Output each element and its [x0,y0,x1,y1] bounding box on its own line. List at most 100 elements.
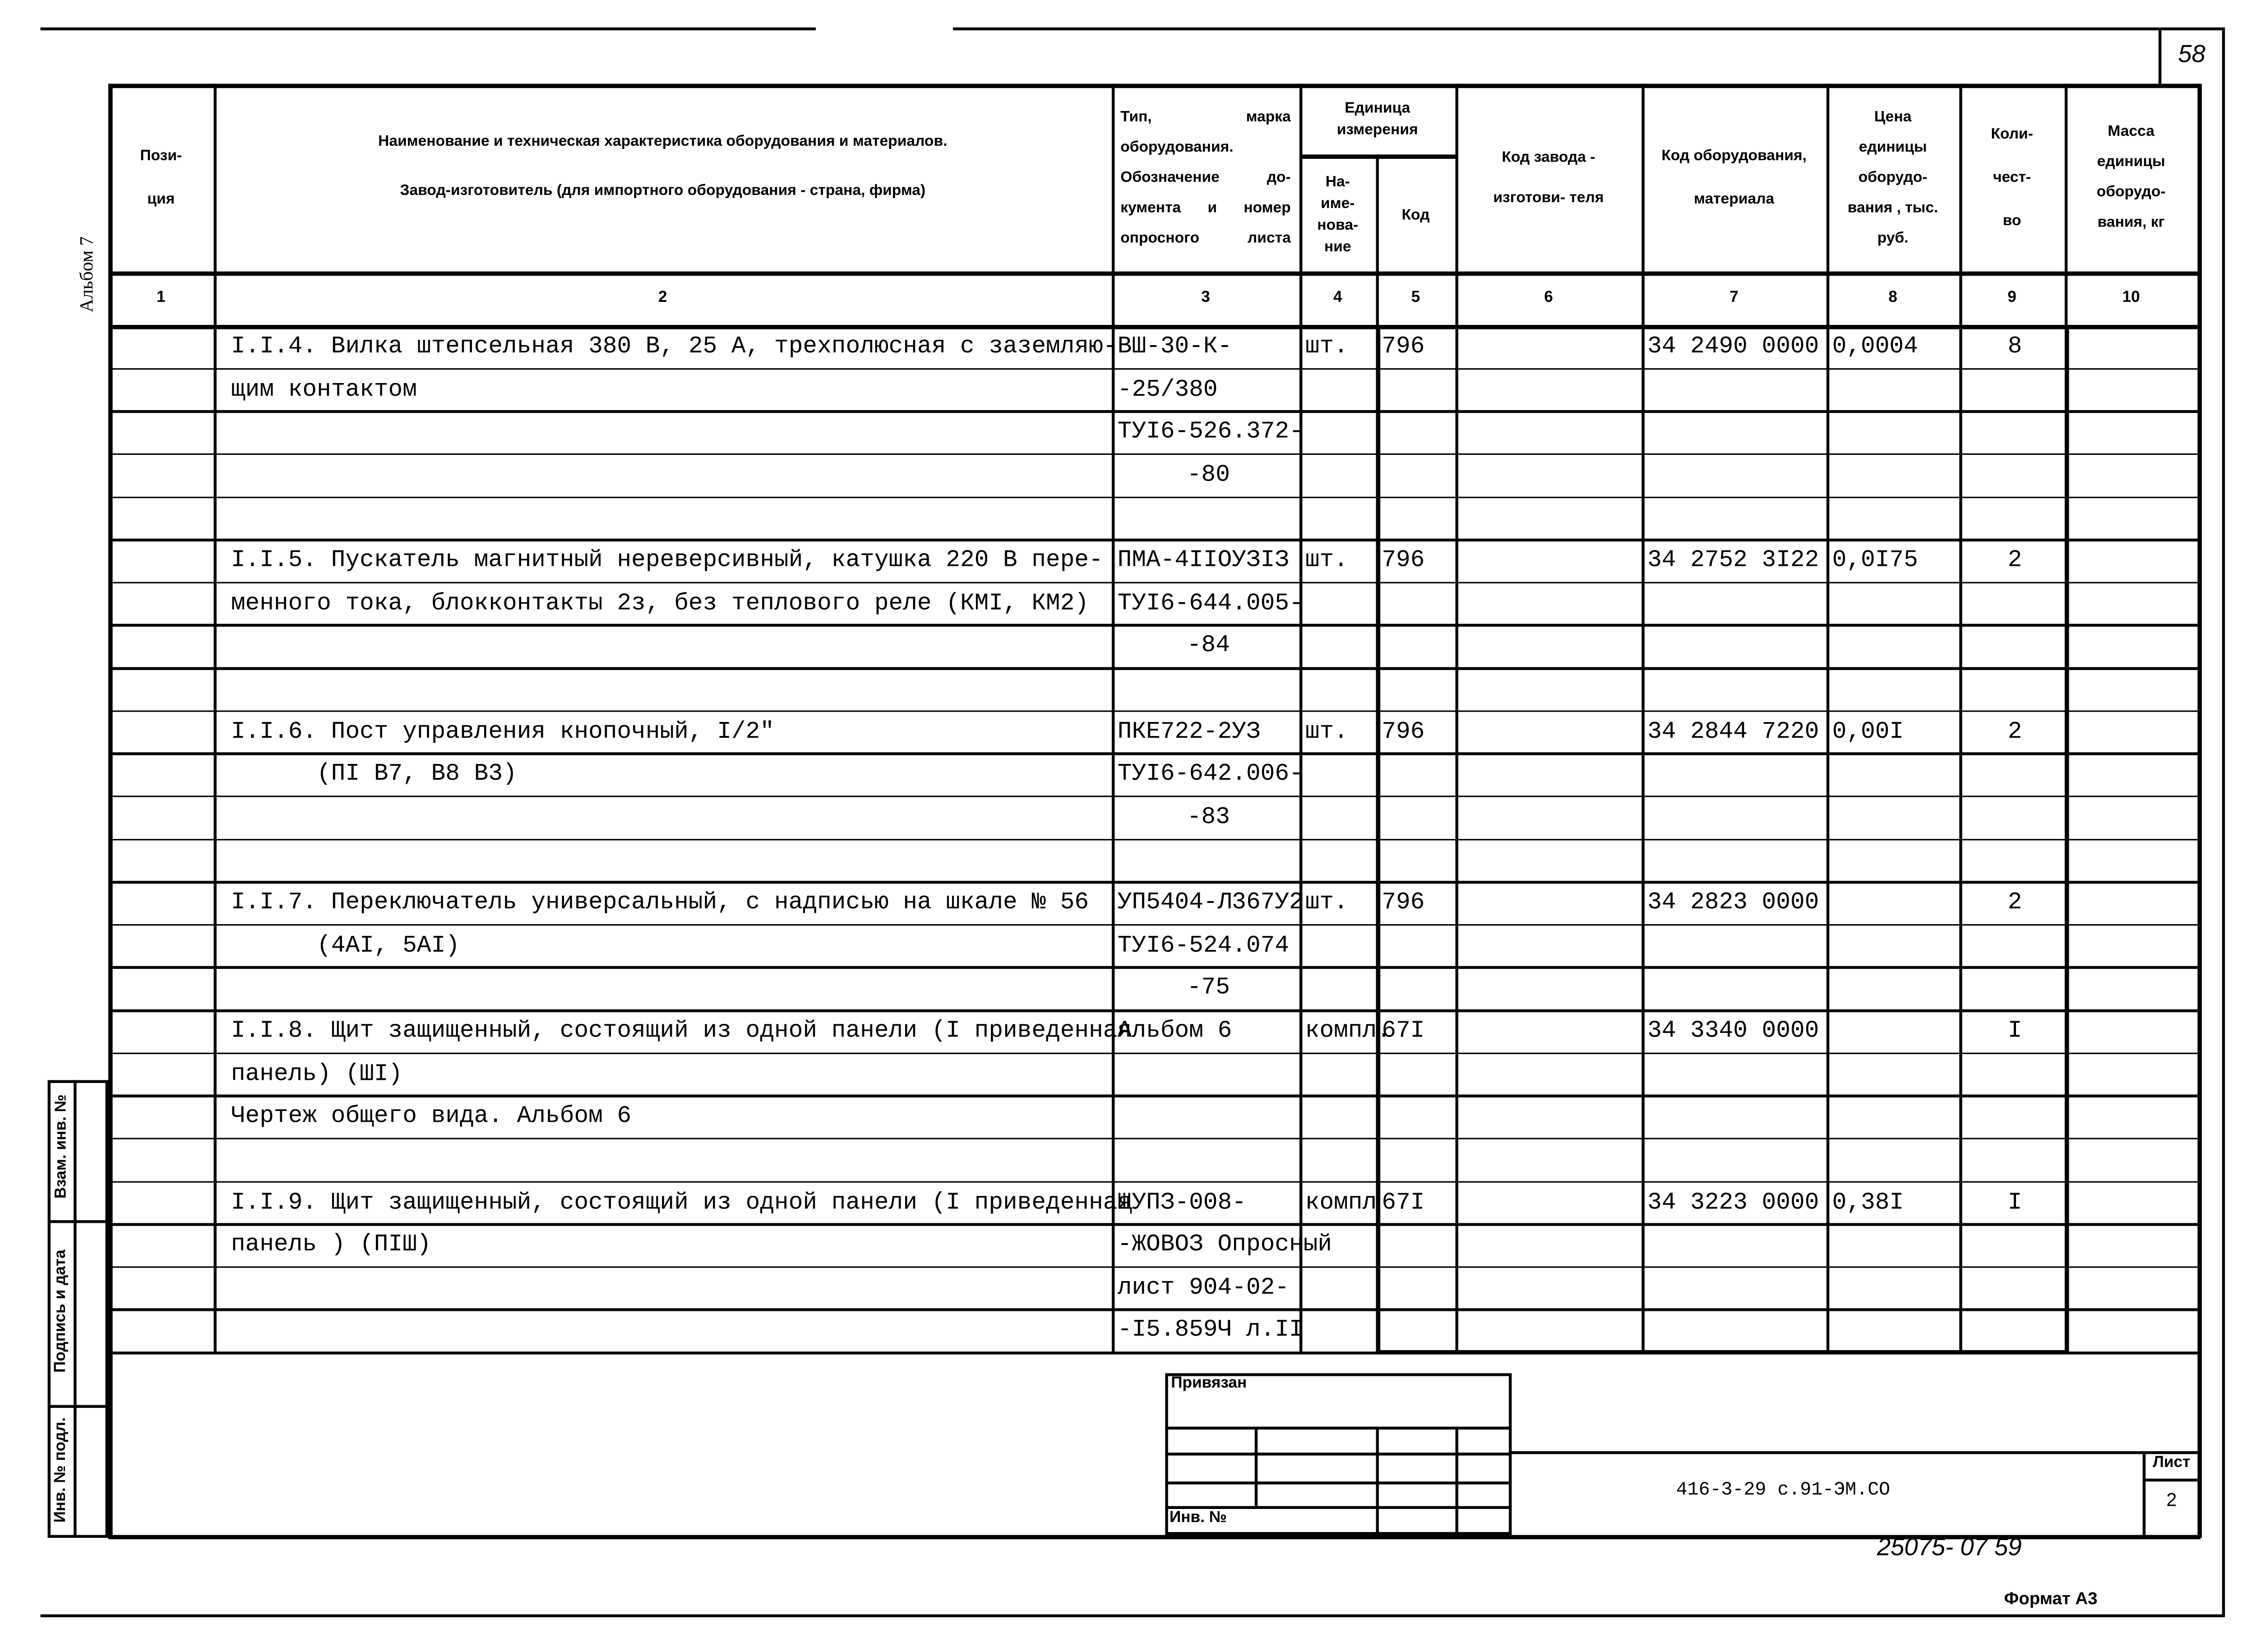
column-number-1: 1 [157,289,166,306]
table-cell-col5: 796 [1382,332,1425,360]
table-row-line [108,1009,2198,1012]
header-equipment-code: Код оборудования, материала [1661,147,1807,208]
header-unit-name: На- име- нова- ние [1317,173,1359,256]
table-row-line [108,710,2198,712]
frame-bottom-inner [108,1535,2201,1539]
table-cell-col3: ТУI6-644.005- [1117,588,1304,616]
table-right [2197,83,2201,1538]
sheet-number: 2 [2166,1489,2177,1511]
table-line [1826,83,1830,1352]
bound-label: Привязан [1171,1374,1247,1392]
table-line [1641,83,1645,1352]
header-bottom [108,271,2198,275]
column-number-8: 8 [1888,289,1897,306]
table-cell-col3: -83 [1187,802,1230,830]
frame-right [2222,27,2225,1616]
table-cell-col9: 2 [2007,717,2022,745]
table-cell-col7: 34 3223 0000 [1647,1188,1819,1215]
table-cell-col2: (4АI, 5АI) [231,931,460,958]
table-cell-col3: -75 [1187,974,1230,1001]
table-cell-col8: 0,00I [1832,717,1904,745]
table-cell-col5: 796 [1382,546,1425,574]
table-cell-col3: ТУI6-524.074 [1117,931,1290,958]
header-unit-code: Код [1401,206,1430,223]
table-cell-col2: I.I.7. Переключатель универсальный, с на… [231,888,1089,916]
table-row-line [108,1095,2198,1097]
table-cell-col7: 34 2823 0000 [1647,888,1819,916]
column-number-6: 6 [1544,289,1553,306]
table-cell-col3: ТУI6-526.372- [1117,417,1304,445]
title-block-divider [2142,1451,2146,1535]
table-cell-col2: панель ) (ПIШ) [231,1230,431,1258]
stamp-line [1165,1426,1512,1430]
table-line [1112,83,1114,1352]
format-label: Формат А3 [2004,1588,2098,1609]
header-name-line1: Наименование и техническая характеристик… [378,132,948,150]
table-line [1959,83,1962,1352]
table-row-line [108,624,2198,627]
table-cell-col8: 0,0I75 [1832,546,1918,574]
table-cell-col5: 67I [1382,1188,1425,1215]
table-cell-col2: щим контактом [231,375,417,403]
stamp-line [1376,1426,1378,1535]
corner-sheet-number: 58 [2178,40,2205,68]
column-number-10: 10 [2122,289,2140,306]
table-cell-col3: ПКЕ722-2УЗ [1117,717,1261,745]
column-number-3: 3 [1201,289,1210,306]
table-cell-col2: I.I.5. Пускатель магнитный нереверсивный… [231,546,1103,574]
table-cell-col2: I.I.9. Щит защищенный, состоящий из одно… [231,1188,1132,1215]
table-row-line [108,1223,2198,1226]
table-row-line [108,496,2198,498]
table-cell-col2: I.I.6. Пост управления кнопочный, I/2" [231,717,775,745]
table-bottom [108,1351,2198,1355]
table-cell-col3: ТУI6-642.006- [1117,760,1304,787]
stamp-line [1455,1426,1458,1535]
header-type: Тип, марка оборудования. Обозначение до-… [1120,107,1291,246]
header-unit-group: Единица измерения [1336,99,1418,138]
table-cell-col4: шт. [1305,717,1348,745]
table-row-line [108,1180,2198,1183]
table-row-line [108,453,2198,456]
table-cell-col8: 0,0004 [1832,332,1918,360]
table-cell-col3: ПМА-4IIOУЗIЗ [1117,546,1290,574]
numbers-bottom [108,325,2198,329]
table-row-line [108,795,2198,798]
stamp-line [1165,1481,1512,1484]
table-cell-col4: шт. [1305,546,1348,574]
title-block-top [1510,1451,2198,1454]
side-stamp-divider [74,1080,77,1538]
table-row-line [108,1052,2198,1055]
table-cell-col9: I [2007,1188,2022,1215]
table-cell-col4: шт. [1305,332,1348,360]
album-side-label: Альбом 7 [75,236,97,313]
side-stamp-inv-original: Инв. № подл. [52,1417,69,1523]
table-cell-col2: I.I.8. Щит защищенный, состоящий из одно… [231,1016,1132,1044]
table-row-line [108,924,2198,926]
table-cell-col4: компл [1305,1188,1377,1215]
side-stamp-divider [47,1220,108,1223]
table-cell-col2: I.I.4. Вилка штепсельная 380 В, 25 А, тр… [231,332,1118,360]
table-row-line [108,1138,2198,1140]
table-line [213,83,216,1352]
top-rule [953,27,2224,31]
side-stamp-replace-inv: Взам. инв. № [52,1094,70,1199]
table-cell-col5: 796 [1382,888,1425,916]
table-line [1455,83,1458,1352]
header-mass: Масса единицы оборудо- вания, кг [2096,123,2166,231]
side-stamp [47,1080,108,1538]
table-cell-col3: -I5.859Ч л.II [1117,1316,1304,1344]
sheet-label: Лист [2153,1454,2191,1472]
table-row-line [108,667,2198,670]
table-row-line [108,581,2198,584]
table-row-line [108,410,2198,413]
side-stamp-signature-date: Подпись и дата [52,1249,69,1373]
frame-bottom [40,1614,2225,1617]
stamp-line [1165,1453,1512,1455]
table-cell-col9: 2 [2007,546,2022,574]
title-block-divider [2142,1478,2198,1482]
table-cell-col3: Альбом 6 [1117,1016,1232,1044]
document-code: 416-3-29 с.91-ЭМ.СО [1676,1478,1891,1500]
table-cell-col7: 34 3340 0000 [1647,1016,1819,1044]
table-cell-col7: 34 2752 3I22 [1647,546,1819,574]
